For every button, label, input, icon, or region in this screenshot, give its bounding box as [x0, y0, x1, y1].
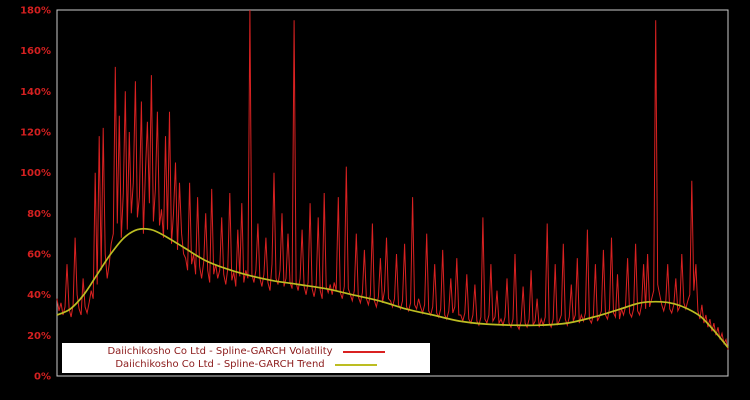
legend-item-volatility: Daiichikosho Co Ltd - Spline-GARCH Volat… — [66, 345, 426, 358]
y-axis-label: 80% — [27, 209, 51, 220]
legend-label-trend: Daiichikosho Co Ltd - Spline-GARCH Trend — [115, 359, 325, 370]
y-axis-label: 20% — [27, 331, 51, 342]
y-axis-label: 180% — [20, 6, 51, 17]
legend-line-sample-volatility — [342, 350, 385, 353]
legend-line-sample-trend — [334, 363, 377, 366]
y-axis-label: 120% — [20, 128, 51, 139]
y-axis-label: 0% — [34, 372, 51, 383]
legend: Daiichikosho Co Ltd - Spline-GARCH Volat… — [62, 343, 430, 373]
volatility-series — [56, 9, 729, 350]
y-axis-label: 40% — [27, 290, 51, 301]
trend-series — [56, 227, 729, 349]
legend-label-volatility: Daiichikosho Co Ltd - Spline-GARCH Volat… — [107, 346, 333, 357]
y-axis-label: 60% — [27, 250, 51, 261]
y-axis-label: 100% — [20, 168, 51, 179]
plot-frame — [56, 9, 729, 377]
y-axis-label: 140% — [20, 87, 51, 98]
y-axis-label: 160% — [20, 46, 51, 57]
legend-item-trend: Daiichikosho Co Ltd - Spline-GARCH Trend — [66, 358, 426, 371]
